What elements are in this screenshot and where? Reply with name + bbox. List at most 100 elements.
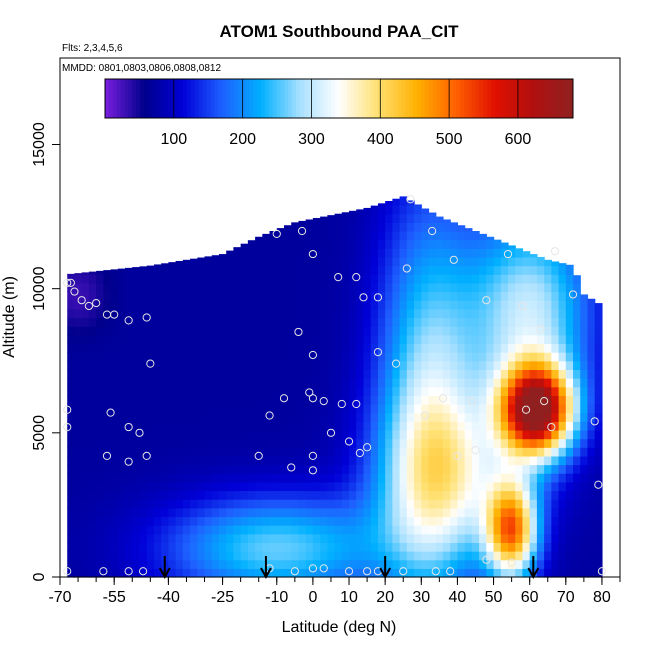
heatmap-cell xyxy=(558,386,567,396)
heatmap-cell xyxy=(529,343,538,353)
heatmap-cell xyxy=(81,395,90,405)
heatmap-cell xyxy=(349,464,357,474)
heatmap-cell xyxy=(551,499,560,509)
heatmap-cell xyxy=(132,395,141,405)
heatmap-cell xyxy=(204,542,213,552)
heatmap-cell xyxy=(377,507,386,518)
heatmap-cell xyxy=(457,464,466,474)
heatmap-cell xyxy=(385,274,393,284)
heatmap-cell xyxy=(536,429,545,440)
heatmap-cell xyxy=(132,308,141,319)
heatmap-cell xyxy=(385,490,393,500)
heatmap-cell xyxy=(508,352,516,362)
heatmap-cell xyxy=(190,568,198,578)
heatmap-cell xyxy=(356,213,365,223)
heatmap-cell xyxy=(377,352,386,362)
heatmap-cell xyxy=(522,516,531,526)
heatmap-cell xyxy=(103,516,112,526)
heatmap-cell xyxy=(74,273,83,275)
heatmap-cell xyxy=(88,499,97,509)
heatmap-cell xyxy=(363,395,372,405)
heatmap-cell xyxy=(442,404,451,414)
heatmap-cell xyxy=(146,395,155,405)
sample-point xyxy=(428,226,437,236)
heatmap-cell xyxy=(168,525,177,535)
heatmap-cell xyxy=(536,490,545,500)
heatmap-cell xyxy=(471,421,480,431)
sample-point xyxy=(319,564,328,573)
colorbar-segment xyxy=(112,79,118,118)
heatmap-cell xyxy=(486,395,495,405)
colorbar-segment xyxy=(116,79,122,118)
heatmap-cell xyxy=(414,490,422,500)
heatmap-cell xyxy=(327,447,336,457)
heatmap-cell xyxy=(515,551,524,561)
heatmap-cell xyxy=(125,447,133,457)
heatmap-cell xyxy=(269,378,278,388)
heatmap-cell xyxy=(320,352,328,362)
heatmap-cell xyxy=(320,360,328,370)
sample-point xyxy=(254,451,263,460)
colorbar-segment xyxy=(413,79,418,118)
heatmap-cell xyxy=(479,300,487,310)
heatmap-cell xyxy=(493,317,502,327)
heatmap-cell xyxy=(132,404,141,414)
sample-point xyxy=(124,422,133,432)
heatmap-cell xyxy=(414,507,422,518)
heatmap-cell xyxy=(450,507,459,518)
heatmap-cell xyxy=(110,395,119,405)
heatmap-cell xyxy=(464,404,473,414)
heatmap-cell xyxy=(493,421,502,431)
heatmap-cell xyxy=(125,282,133,293)
heatmap-cell xyxy=(226,250,235,258)
heatmap-cell xyxy=(341,317,350,327)
heatmap-cell xyxy=(363,447,372,457)
heatmap-cell xyxy=(435,291,444,301)
heatmap-cell xyxy=(594,542,603,552)
heatmap-cell xyxy=(320,429,328,440)
heatmap-cell xyxy=(414,525,422,535)
heatmap-cell xyxy=(226,429,235,440)
heatmap-cell xyxy=(594,369,603,379)
heatmap-cell xyxy=(161,369,169,379)
heatmap-cell xyxy=(442,291,451,301)
heatmap-cell xyxy=(298,343,307,353)
heatmap-cell xyxy=(399,438,408,448)
heatmap-cell xyxy=(522,395,531,405)
heatmap-cell xyxy=(312,378,321,388)
heatmap-cell xyxy=(74,378,83,388)
heatmap-cell xyxy=(276,542,285,552)
heatmap-cell xyxy=(88,352,97,362)
heatmap-cell xyxy=(406,343,415,353)
heatmap-cell xyxy=(269,300,278,310)
heatmap-cell xyxy=(161,404,169,414)
heatmap-cell xyxy=(349,542,357,552)
heatmap-cell xyxy=(284,499,292,509)
heatmap-cell xyxy=(247,421,256,431)
heatmap-cell xyxy=(442,525,451,535)
heatmap-cell xyxy=(88,447,97,457)
heatmap-cell xyxy=(580,447,589,457)
heatmap-cell xyxy=(262,551,271,561)
heatmap-cell xyxy=(580,300,589,310)
heatmap-cell xyxy=(363,421,372,431)
heatmap-cell xyxy=(406,369,415,379)
heatmap-cell xyxy=(197,412,206,422)
heatmap-cell xyxy=(153,447,162,457)
heatmap-cell xyxy=(428,525,437,535)
heatmap-cell xyxy=(587,404,596,414)
heatmap-cell xyxy=(565,473,574,483)
heatmap-cell xyxy=(117,421,126,431)
heatmap-cell xyxy=(291,308,300,319)
heatmap-cell xyxy=(125,360,133,370)
sample-point xyxy=(594,480,603,489)
heatmap-cell xyxy=(363,490,372,500)
heatmap-cell xyxy=(168,421,177,431)
heatmap-cell xyxy=(565,464,574,474)
heatmap-cell xyxy=(457,360,466,370)
heatmap-cell xyxy=(529,404,538,414)
heatmap-cell xyxy=(117,464,126,474)
heatmap-cell xyxy=(435,360,444,370)
heatmap-cell xyxy=(305,334,314,345)
heatmap-cell xyxy=(573,291,581,301)
